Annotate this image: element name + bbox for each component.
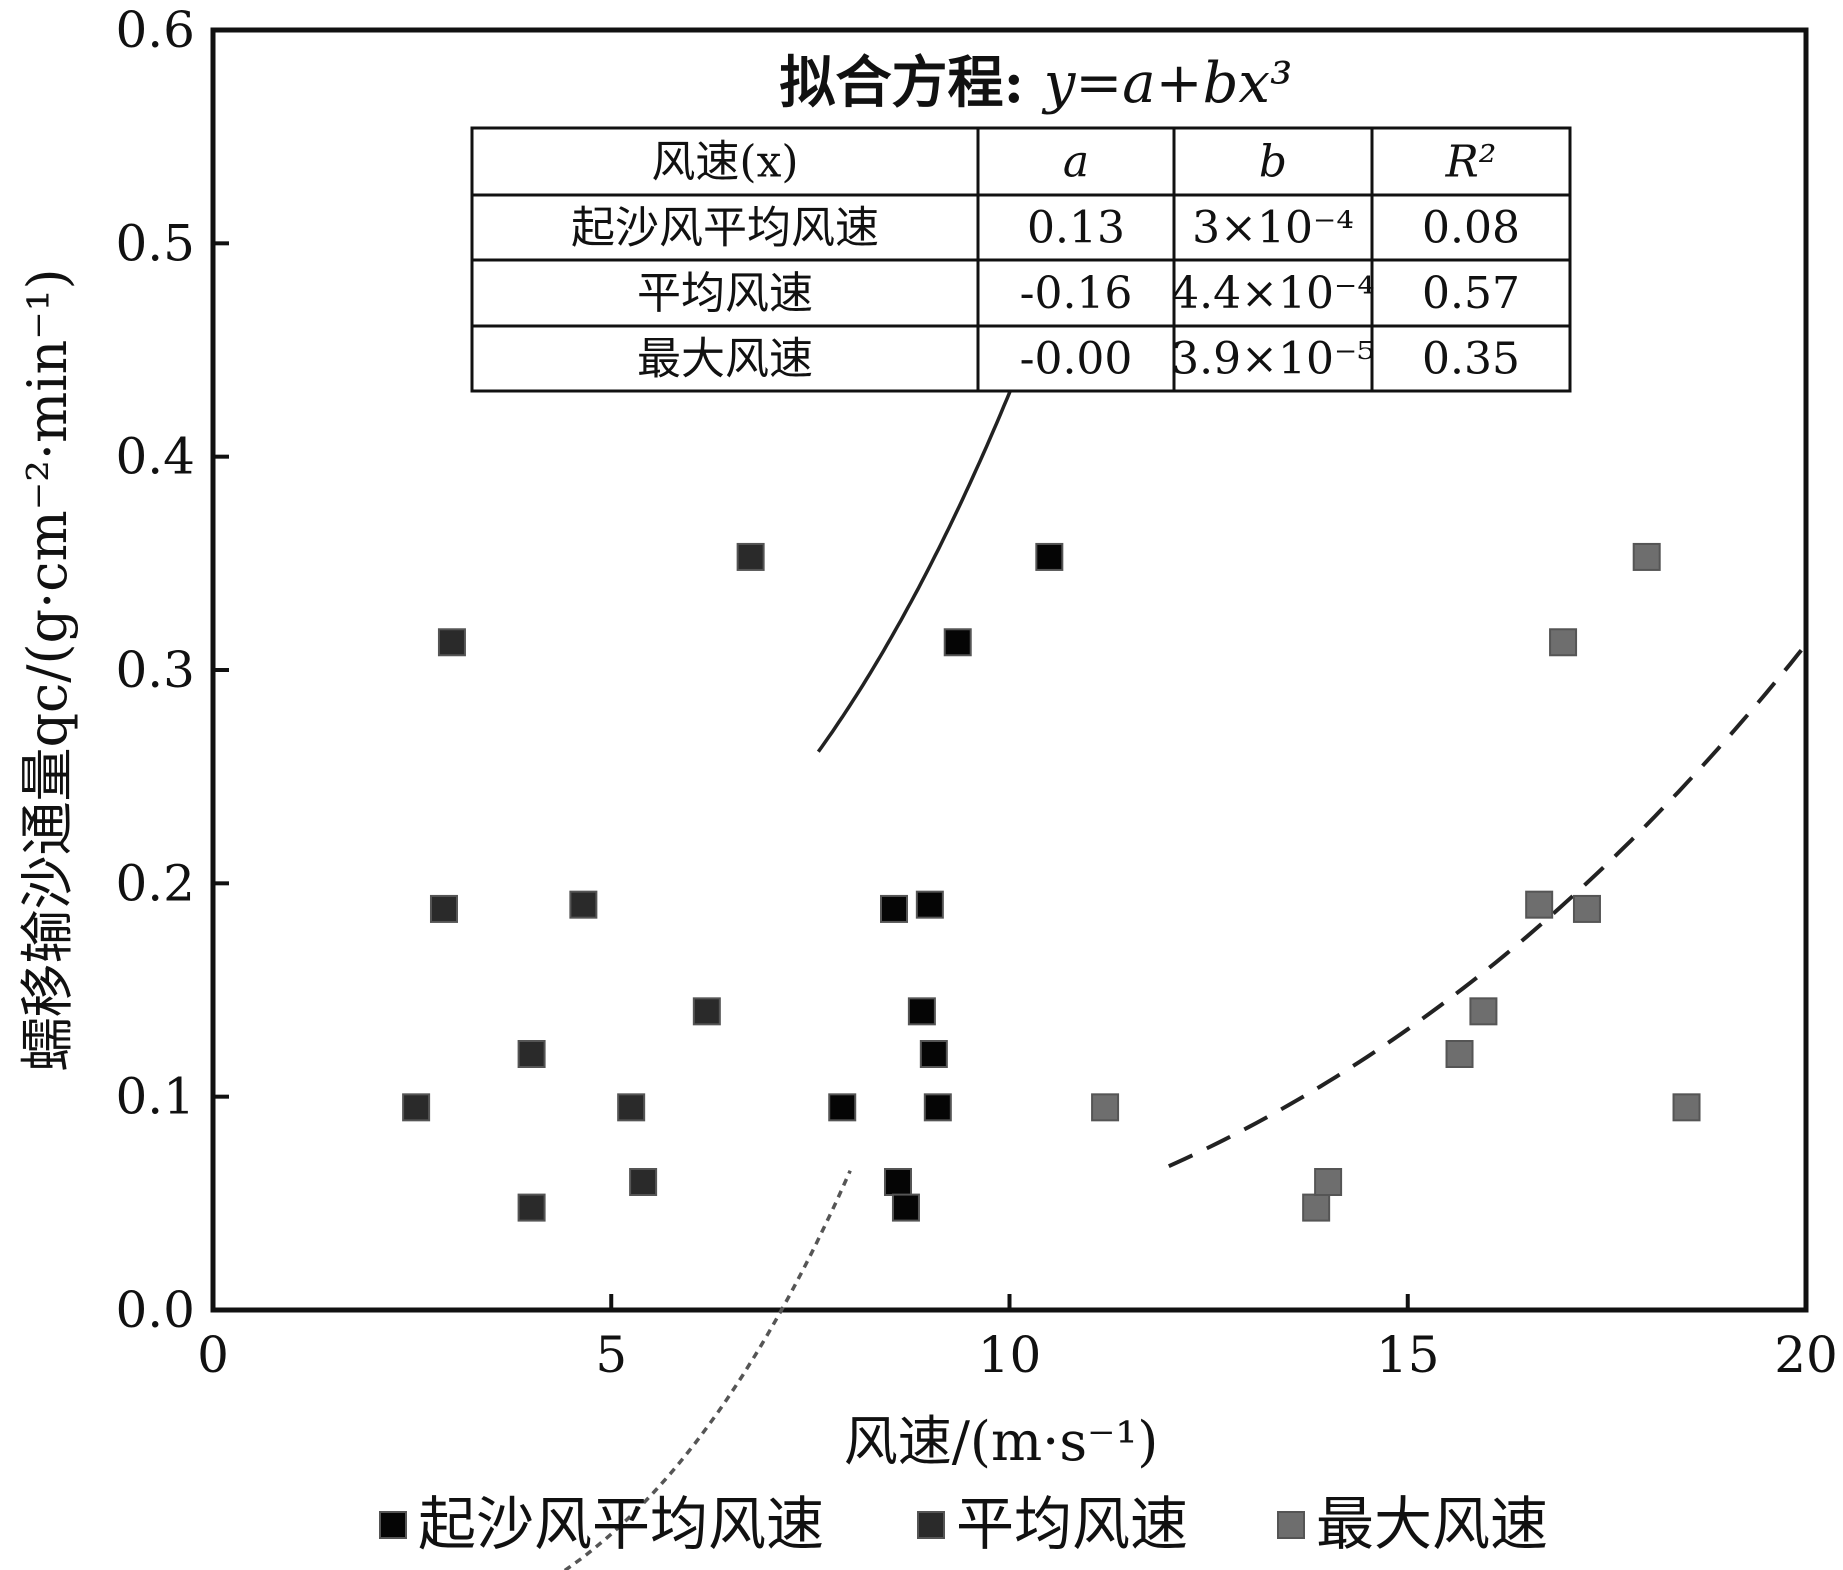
- y-axis-title: 蠕移输沙通量qc/(g·cm⁻²·min⁻¹): [16, 268, 79, 1071]
- data-point-series-1: [943, 628, 972, 657]
- data-point-series-1: [1035, 542, 1064, 571]
- table-header-cell: b: [1259, 137, 1287, 188]
- table-cell: 最大风速: [637, 334, 813, 385]
- data-point-series-2: [617, 1093, 646, 1122]
- table-cell: 0.57: [1422, 268, 1520, 319]
- data-point-series-2: [437, 628, 466, 657]
- table-cell: 平均风速: [637, 268, 813, 319]
- parameter-table: 风速(x) a b R² 起沙风平均风速 0.13 3×10⁻⁴ 0.08 平均风速 -0.16 4…: [470, 126, 1572, 393]
- legend: 起沙风平均风速 平均风速 最大风速: [379, 1490, 1548, 1558]
- data-point-series-2: [402, 1093, 431, 1122]
- table-cell: 0.08: [1422, 203, 1520, 254]
- legend-swatch-series-1: [379, 1511, 407, 1539]
- table-cell: 3.9×10⁻⁵: [1171, 334, 1375, 385]
- y-tick-label: 0.0: [115, 1281, 195, 1339]
- x-tick-label: 20: [1774, 1326, 1838, 1384]
- data-point-series-3: [1314, 1168, 1343, 1196]
- data-point-series-2: [736, 542, 765, 571]
- data-point-series-3: [1549, 628, 1578, 657]
- data-point-series-2: [692, 997, 721, 1026]
- table-cell: 起沙风平均风速: [571, 203, 879, 254]
- table-cell: 3×10⁻⁴: [1192, 203, 1354, 254]
- data-point-series-3: [1632, 542, 1661, 571]
- data-point-series-3: [1091, 1093, 1120, 1122]
- x-tick-label: 0: [197, 1326, 229, 1384]
- data-point-series-2: [429, 894, 458, 923]
- data-point-series-1: [923, 1093, 952, 1122]
- data-point-series-3: [1525, 890, 1554, 919]
- equation-title-prefix: 拟合方程:: [780, 50, 1044, 116]
- table-cell: 0.13: [1027, 203, 1125, 254]
- x-tick-label: 5: [595, 1326, 627, 1384]
- table-header-cell: a: [1063, 137, 1089, 188]
- legend-label-series-2: 平均风速: [956, 1490, 1188, 1558]
- data-point-series-1: [907, 997, 936, 1026]
- axis-ticks: 0 5 10 15 20 0.0 0.1 0.2 0.3 0.4 0.5 0.6: [115, 1, 1837, 1384]
- fit-annotation: 拟合方程: y=a+bx³ 风速(x) a b R² 起沙风平均风速 0.13 3×10⁻⁴…: [470, 50, 1572, 393]
- data-point-series-3: [1445, 1040, 1474, 1068]
- data-point-series-1: [915, 890, 944, 919]
- table-cell: 4.4×10⁻⁴: [1171, 268, 1375, 319]
- legend-swatch-series-3: [1277, 1511, 1305, 1539]
- fit-curve-dashed: [1167, 643, 1808, 1169]
- data-point-series-1: [891, 1193, 920, 1222]
- legend-swatch-series-2: [917, 1511, 945, 1539]
- data-point-series-2: [517, 1040, 546, 1068]
- table-cell: 0.35: [1422, 334, 1520, 385]
- table-header-cell: 风速(x): [651, 137, 798, 188]
- y-tick-label: 0.3: [115, 641, 195, 699]
- table-cell: -0.16: [1020, 268, 1133, 319]
- x-tick-label: 10: [978, 1326, 1042, 1384]
- equation-title-formula: y=a+bx³: [1041, 51, 1293, 116]
- x-tick-label: 15: [1376, 1326, 1440, 1384]
- table-cell: -0.00: [1020, 334, 1133, 385]
- data-point-series-1: [828, 1093, 857, 1122]
- data-points: [402, 542, 1701, 1222]
- data-point-series-2: [517, 1193, 546, 1222]
- table-header-cell: R²: [1445, 137, 1497, 188]
- x-axis-title: 风速/(m·s⁻¹): [844, 1410, 1159, 1473]
- y-tick-label: 0.2: [115, 854, 195, 912]
- data-point-series-2: [629, 1168, 658, 1196]
- y-tick-label: 0.5: [115, 214, 195, 272]
- y-tick-label: 0.6: [115, 1, 195, 59]
- data-point-series-3: [1572, 894, 1601, 923]
- data-point-series-3: [1469, 997, 1498, 1026]
- equation-title: 拟合方程: y=a+bx³: [780, 50, 1293, 116]
- legend-label-series-3: 最大风速: [1316, 1490, 1548, 1558]
- data-point-series-1: [919, 1040, 948, 1068]
- data-point-series-3: [1302, 1193, 1331, 1222]
- y-tick-label: 0.4: [115, 428, 195, 486]
- data-point-series-1: [880, 894, 909, 923]
- data-point-series-3: [1672, 1093, 1701, 1122]
- data-point-series-1: [883, 1168, 912, 1196]
- y-tick-label: 0.1: [115, 1068, 195, 1126]
- data-point-series-2: [569, 890, 598, 919]
- legend-label-series-1: 起沙风平均风速: [418, 1490, 824, 1558]
